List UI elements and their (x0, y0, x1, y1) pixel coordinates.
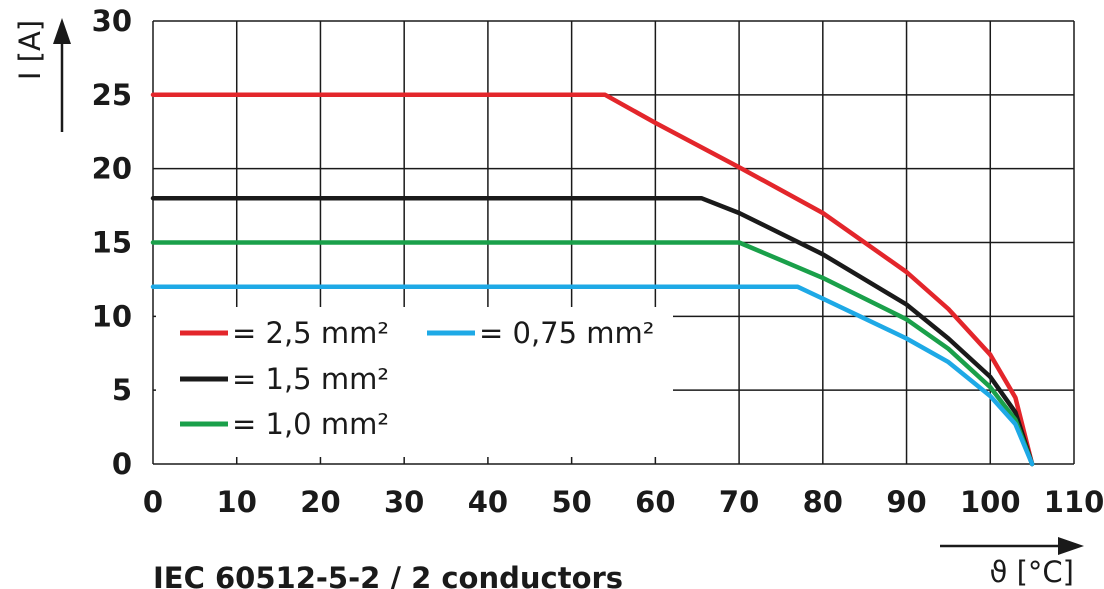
y-tick-label: 30 (92, 4, 132, 38)
x-axis-arrow-head (1058, 537, 1084, 555)
x-tick-label: 90 (886, 485, 926, 519)
legend-label-1: = 2,5 mm² (232, 316, 389, 350)
y-tick-label: 10 (92, 299, 132, 333)
legend-label-3: = 1,0 mm² (232, 407, 389, 441)
x-tick-label: 10 (217, 485, 257, 519)
x-tick-label: 0 (143, 485, 163, 519)
legend-label-2: = 1,5 mm² (232, 362, 389, 396)
x-axis-label: ϑ [°C] (989, 555, 1074, 589)
series-line-4 (150, 284, 1035, 467)
chart-caption: IEC 60512-5-2 / 2 conductors (153, 561, 623, 589)
y-axis-arrow-head (53, 18, 71, 44)
y-tick-label: 20 (92, 152, 132, 186)
x-tick-label: 60 (635, 485, 675, 519)
legend-background (156, 307, 673, 457)
y-tick-label: 15 (92, 226, 132, 260)
y-tick-label: 25 (92, 78, 132, 112)
y-axis-label: I [A] (13, 20, 47, 80)
y-axis-indicator: I [A] (13, 18, 71, 132)
legend: = 2,5 mm² = 1,5 mm² = 1,0 mm² = 0,75 mm² (180, 316, 654, 441)
y-tick-label: 0 (112, 447, 132, 481)
x-axis-indicator: ϑ [°C] (940, 537, 1084, 589)
x-tick-label: 70 (719, 485, 759, 519)
x-tick-label: 40 (468, 485, 508, 519)
x-tick-label: 30 (384, 485, 424, 519)
legend-box (156, 307, 673, 457)
x-tick-label: 100 (960, 485, 1021, 519)
series-layer (150, 92, 1035, 467)
tick-labels: 0 10 20 30 40 50 60 70 80 90 100 110 0 5 10 15 20 25 30 (92, 4, 1104, 519)
x-tick-label: 50 (551, 485, 591, 519)
x-tick-label: 110 (1044, 485, 1104, 519)
x-tick-label: 20 (300, 485, 340, 519)
x-tick-label: 80 (803, 485, 843, 519)
series-line-1 (150, 92, 1035, 467)
series-line-2 (150, 195, 1035, 467)
y-tick-label: 5 (112, 373, 132, 407)
legend-label-4: = 0,75 mm² (479, 316, 654, 350)
series-line-3 (150, 240, 1035, 467)
